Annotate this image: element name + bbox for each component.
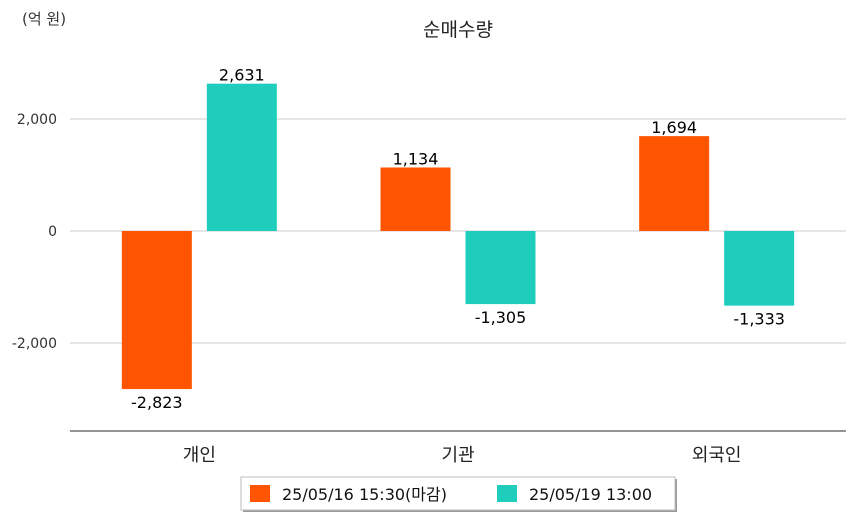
x-tick-label: 개인 [183,445,216,466]
legend-swatch [497,485,517,502]
legend-swatch [250,485,270,502]
y-axis-ticks: 2,000 0 -2,000 [12,112,57,352]
data-label: 2,631 [219,66,265,85]
data-label: 1,134 [393,149,439,168]
data-label: -1,305 [475,308,527,327]
unit-label: (억 원) [22,10,66,28]
data-labels: -2,823 2,631 1,134 -1,305 1,694 -1,333 [131,66,785,412]
bar [121,231,192,390]
data-label: -2,823 [131,393,183,412]
legend: 25/05/16 15:30(마감) 25/05/19 13:00 [240,476,677,512]
data-label: -1,333 [733,310,785,329]
x-tick-label: 외국인 [692,445,742,466]
gridlines [70,118,846,344]
y-tick-label: 2,000 [17,112,57,128]
legend-label: 25/05/19 13:00 [529,485,652,504]
bar [380,167,451,231]
legend-label: 25/05/16 15:30(마감) [282,485,447,504]
bar [639,136,710,231]
x-axis-ticks: 개인 기관 외국인 [183,445,742,466]
bars [121,83,795,390]
chart-title: 순매수량 [423,19,493,41]
y-tick-label: 0 [48,224,57,240]
bar [206,83,277,231]
x-tick-label: 기관 [441,445,474,466]
bar [465,231,536,305]
y-tick-label: -2,000 [12,336,57,352]
data-label: 1,694 [651,118,697,137]
legend-box [240,476,676,511]
bar [724,231,795,306]
